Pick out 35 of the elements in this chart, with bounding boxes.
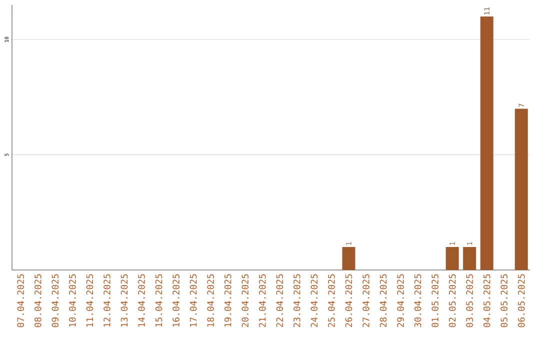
x-tick-label: 15.04.2025 <box>155 274 162 327</box>
bar <box>514 108 528 270</box>
x-tick-label: 22.04.2025 <box>276 274 284 328</box>
x-tick-label: 27.04.2025 <box>362 274 370 328</box>
x-tick-label: 26.04.2025 <box>345 274 352 328</box>
x-tick-label: 05.05.2025 <box>500 274 508 328</box>
x-tick-label: 23.04.2025 <box>294 274 300 328</box>
x-tick-label: 02.05.2025 <box>448 274 456 328</box>
x-tick-label: 30.04.2025 <box>414 274 422 328</box>
x-tick-label: 24.04.2025 <box>310 274 318 328</box>
bar <box>463 246 476 270</box>
x-tick-label: 19.04.2025 <box>224 274 232 327</box>
x-tick-label: 07.04.2025 <box>17 274 24 328</box>
x-tick-label: 12.04.2025 <box>104 274 110 327</box>
x-tick-label: 17.04.2025 <box>190 274 197 327</box>
x-tick-label: 06.05.2025 <box>518 274 525 328</box>
x-tick-label: 09.04.2025 <box>52 274 59 328</box>
x-tick-label: 04.05.2025 <box>483 274 490 328</box>
x-tick-label: 21.04.2025 <box>258 274 266 328</box>
x-tick-label: 01.05.2025 <box>432 274 438 328</box>
x-tick-label: 18.04.2025 <box>207 274 214 327</box>
x-tick-label: 13.04.2025 <box>120 274 128 327</box>
x-tick-label: 29.04.2025 <box>397 274 404 328</box>
x-tick-label: 10.04.2025 <box>69 274 76 327</box>
bar <box>480 16 494 270</box>
x-tick-label: 20.04.2025 <box>242 274 249 328</box>
bar <box>342 246 356 270</box>
x-tick-label: 25.04.2025 <box>328 274 335 328</box>
bar <box>446 246 459 270</box>
x-tick-label: 16.04.2025 <box>172 274 180 327</box>
x-tick-label: 08.04.2025 <box>34 274 42 328</box>
x-tick-label: 03.05.2025 <box>466 274 473 328</box>
x-tick-label: 11.04.2025 <box>86 274 94 327</box>
x-tick-label: 28.04.2025 <box>380 274 387 328</box>
x-tick-label: 14.04.2025 <box>138 274 145 327</box>
